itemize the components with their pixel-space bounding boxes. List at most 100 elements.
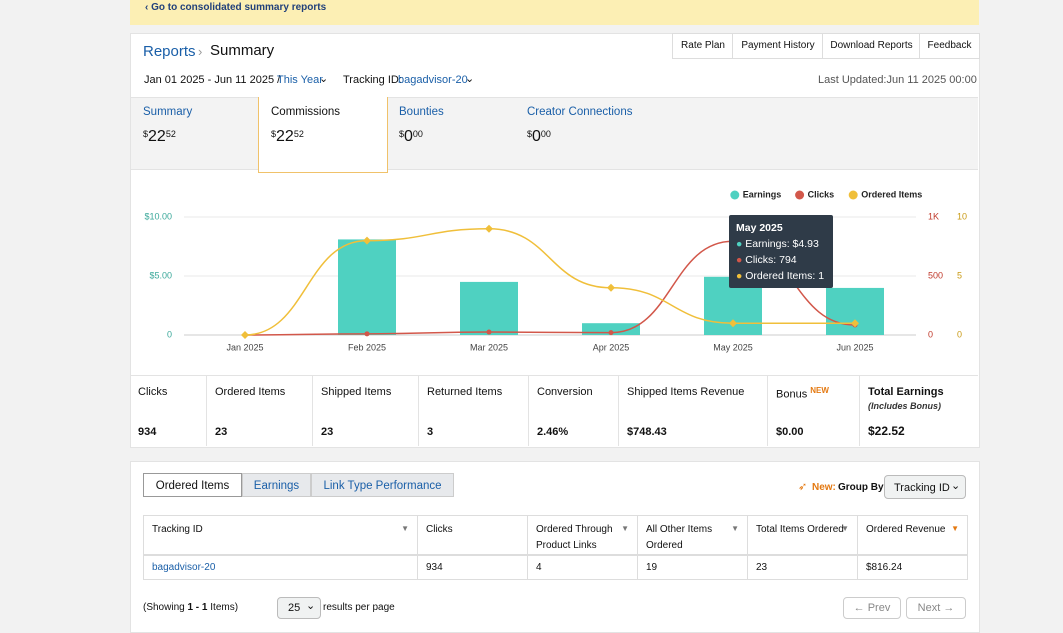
amount-cents: 00	[412, 129, 423, 139]
marker	[607, 283, 615, 292]
tab-label[interactable]: Summary	[143, 106, 193, 118]
header-text: Tracking ID	[152, 524, 203, 535]
new-label: New:	[812, 482, 836, 493]
header-button[interactable]: Rate Plan	[672, 33, 734, 59]
tab-amount: $000	[399, 128, 423, 146]
per-page-label: results per page	[323, 602, 395, 613]
tab-amount: $000	[527, 128, 551, 146]
header-button[interactable]: Download Reports	[822, 33, 921, 59]
chart: 0 $5.00 $10.00 0 500 1K 0 5 10 Jan 2025 Feb 2025 Ma…	[144, 189, 967, 352]
legend-label: Clicks	[808, 189, 835, 199]
table-header[interactable]: Total Items Ordered ▼	[747, 515, 858, 555]
stat-label: Returned Items	[427, 386, 502, 398]
marker	[608, 330, 614, 336]
tooltip-line: ● Clicks: 794	[736, 254, 797, 266]
tracking-caret: ⌄	[465, 73, 475, 85]
stat-cell	[768, 376, 860, 446]
stat-value: 23	[321, 426, 334, 438]
marker	[851, 319, 859, 328]
stat-label-text: Bonus	[776, 388, 808, 401]
tab-label[interactable]: Bounties	[399, 106, 444, 118]
report-tab[interactable]: Ordered Items	[143, 473, 242, 497]
table-header[interactable]: Clicks	[417, 515, 528, 555]
marker	[363, 236, 371, 245]
stat-value: 3	[427, 426, 434, 438]
stat-value: $22.52	[868, 424, 905, 438]
y-tick-label: 0	[167, 329, 172, 339]
report-tab[interactable]: Link Type Performance	[311, 473, 454, 497]
showing-prefix: (Showing	[143, 602, 188, 613]
breadcrumb[interactable]: Reports	[143, 43, 196, 60]
group-label: Group By:	[838, 482, 887, 493]
marker	[364, 331, 370, 337]
line	[244, 228, 855, 336]
header-button[interactable]: Feedback	[919, 33, 980, 59]
stat-label-text: Conversion	[537, 386, 593, 398]
stat-label: Shipped Items Revenue	[627, 386, 744, 398]
period-caret: ⌄	[319, 73, 329, 85]
y3-tick-label: 5	[957, 270, 962, 280]
tab-amount: $2252	[143, 128, 176, 146]
tracking-label: Tracking ID:	[343, 74, 402, 86]
group-select[interactable]: Tracking ID ⌄	[884, 475, 966, 499]
stat-value: $748.43	[627, 426, 667, 438]
stat-label: Clicks	[138, 386, 167, 398]
tracking-select[interactable]: bagadvisor-20	[398, 74, 468, 86]
stat-label: Total Earnings	[868, 386, 944, 398]
stat-label: Ordered Items	[215, 386, 285, 398]
stat-note: (Includes Bonus)	[868, 401, 942, 411]
currency: $	[399, 129, 405, 139]
table-header[interactable]: Ordered Through Product Links ▼	[527, 515, 638, 555]
stat-cell	[313, 376, 419, 446]
sort-icon: ▼	[401, 524, 409, 533]
header-text: All Other Items Ordered	[646, 524, 713, 551]
stat-label: Shipped Items	[321, 386, 391, 398]
currency: $	[143, 129, 149, 139]
badge: NEW	[810, 386, 829, 395]
stat-label-text: Shipped Items	[321, 386, 392, 398]
period-select[interactable]: This Year	[277, 74, 323, 86]
y2-tick-label: 0	[928, 329, 933, 339]
amount-whole: 0	[532, 128, 541, 145]
header-text: Ordered Revenue	[866, 524, 946, 535]
banner	[130, 0, 979, 25]
stats-row	[131, 375, 978, 376]
amount-whole: 22	[148, 128, 166, 145]
x-tick-label: Jun 2025	[836, 342, 873, 352]
y-tick-label: $5.00	[149, 270, 172, 280]
stat-cell	[529, 376, 619, 446]
report-tab[interactable]: Earnings	[242, 473, 311, 497]
breadcrumb-sep: ›	[198, 44, 203, 59]
tooltip-line: ● Earnings: $4.93	[736, 238, 819, 250]
banner-link[interactable]: ‹ Go to consolidated summary reports	[145, 2, 327, 13]
date-range: Jan 01 2025 - Jun 11 2025 /	[144, 74, 281, 86]
y-tick-label: $10.00	[144, 211, 172, 221]
group-value: Tracking ID	[894, 482, 950, 494]
stat-label-text: Returned Items	[427, 386, 503, 398]
table-header[interactable]: All Other Items Ordered ▼	[637, 515, 748, 555]
legend-swatch	[848, 190, 858, 200]
page-title: Summary	[210, 42, 275, 59]
table-header[interactable]: Tracking ID ▼	[143, 515, 418, 555]
amount-cents: 52	[165, 129, 176, 139]
amount-whole: 0	[404, 128, 413, 145]
stat-cell	[619, 376, 768, 446]
y3-tick-label: 10	[957, 211, 967, 221]
stat-cell	[419, 376, 529, 446]
x-tick-label: Feb 2025	[348, 342, 386, 352]
tab-label[interactable]: Creator Connections	[527, 106, 633, 118]
header-button[interactable]: Payment History	[732, 33, 824, 59]
stat-value: $0.00	[776, 426, 804, 438]
tooltip-line: ● Ordered Items: 1	[736, 270, 825, 282]
tooltip-text: Clicks: 794	[745, 254, 797, 266]
marker	[485, 224, 493, 233]
currency: $	[271, 129, 277, 139]
table-header[interactable]: Ordered Revenue ▼	[857, 515, 968, 555]
per-page-select[interactable]: 25 ⌄	[277, 597, 321, 619]
x-tick-label: May 2025	[713, 342, 753, 352]
table-cell[interactable]: bagadvisor-20	[143, 555, 418, 580]
tooltip-text: Earnings: $4.93	[745, 238, 819, 250]
stat-cell	[130, 376, 207, 446]
tab-label[interactable]: Commissions	[271, 106, 341, 118]
legend-swatch	[730, 190, 740, 200]
